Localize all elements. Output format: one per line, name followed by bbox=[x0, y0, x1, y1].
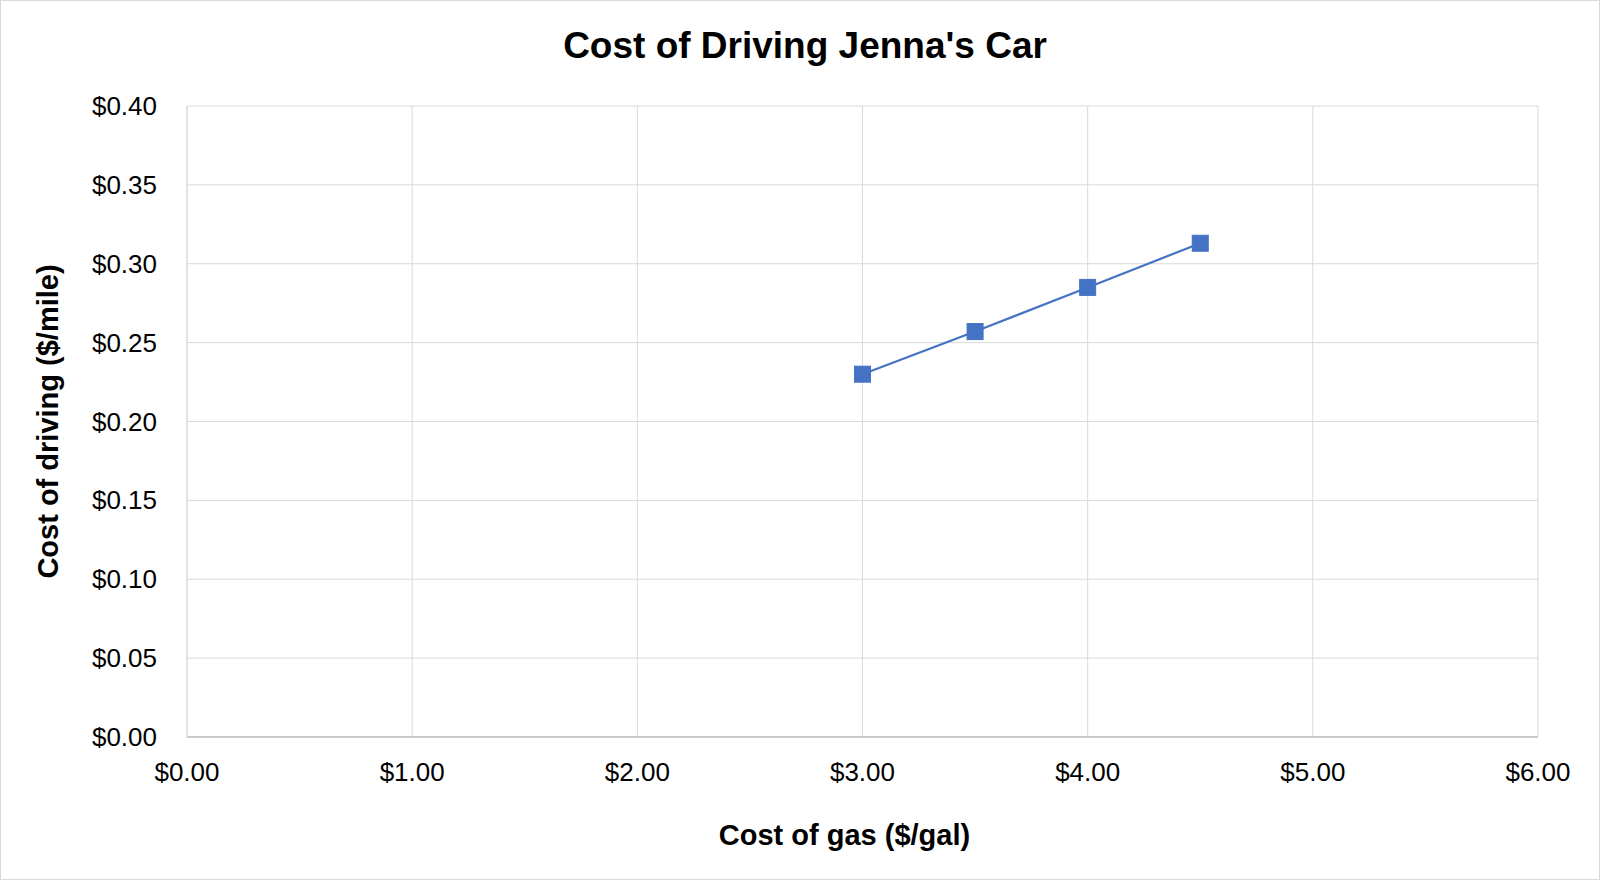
title: Cost of Driving Jenna's Car bbox=[563, 25, 1047, 66]
y-tick-label: $0.15 bbox=[92, 485, 157, 515]
y-tick-label: $0.00 bbox=[92, 722, 157, 752]
plot-area bbox=[855, 235, 1209, 382]
chart-frame bbox=[1, 1, 1600, 880]
x-tick-label: $6.00 bbox=[1505, 757, 1570, 787]
x-axis-line bbox=[187, 736, 1538, 738]
chart: Cost of Driving Jenna's Car $0.00 $0.05 $0.… bbox=[0, 0, 1600, 880]
chart-root: Cost of Driving Jenna's Car $0.00 $0.05 $0.… bbox=[0, 0, 1600, 880]
y-tick-label: $0.25 bbox=[92, 328, 157, 358]
data-point bbox=[1192, 235, 1208, 251]
x-grid-line bbox=[412, 106, 413, 737]
x-axis-label: Cost of gas ($/gal) bbox=[719, 819, 970, 851]
data-line bbox=[863, 243, 1201, 374]
x-tick-label: $0.00 bbox=[154, 757, 219, 787]
x-tick-label: $3.00 bbox=[830, 757, 895, 787]
grid bbox=[187, 106, 1538, 737]
x-grid-line bbox=[637, 106, 638, 737]
data-point bbox=[1080, 279, 1096, 295]
x-grid-line bbox=[1312, 106, 1313, 737]
x-grid-line bbox=[1538, 106, 1539, 737]
x-tick-label: $5.00 bbox=[1280, 757, 1345, 787]
x-grid-line bbox=[862, 106, 863, 737]
x-tick-label: $1.00 bbox=[380, 757, 445, 787]
y-tick-label: $0.10 bbox=[92, 564, 157, 594]
y-axis-label: Cost of driving ($/mile) bbox=[32, 264, 64, 578]
x-tick-label: $2.00 bbox=[605, 757, 670, 787]
y-tick-label: $0.35 bbox=[92, 170, 157, 200]
x-grid-line bbox=[187, 106, 188, 737]
y-tick-label: $0.05 bbox=[92, 643, 157, 673]
x-grid-line bbox=[1087, 106, 1088, 737]
data-point bbox=[855, 366, 871, 382]
y-tick-label: $0.40 bbox=[92, 91, 157, 121]
x-tick-label: $4.00 bbox=[1055, 757, 1120, 787]
data-point bbox=[967, 324, 983, 340]
y-axis-line bbox=[187, 106, 188, 737]
y-tick-label: $0.20 bbox=[92, 407, 157, 437]
y-tick-label: $0.30 bbox=[92, 249, 157, 279]
y-grid-line bbox=[187, 737, 1538, 738]
